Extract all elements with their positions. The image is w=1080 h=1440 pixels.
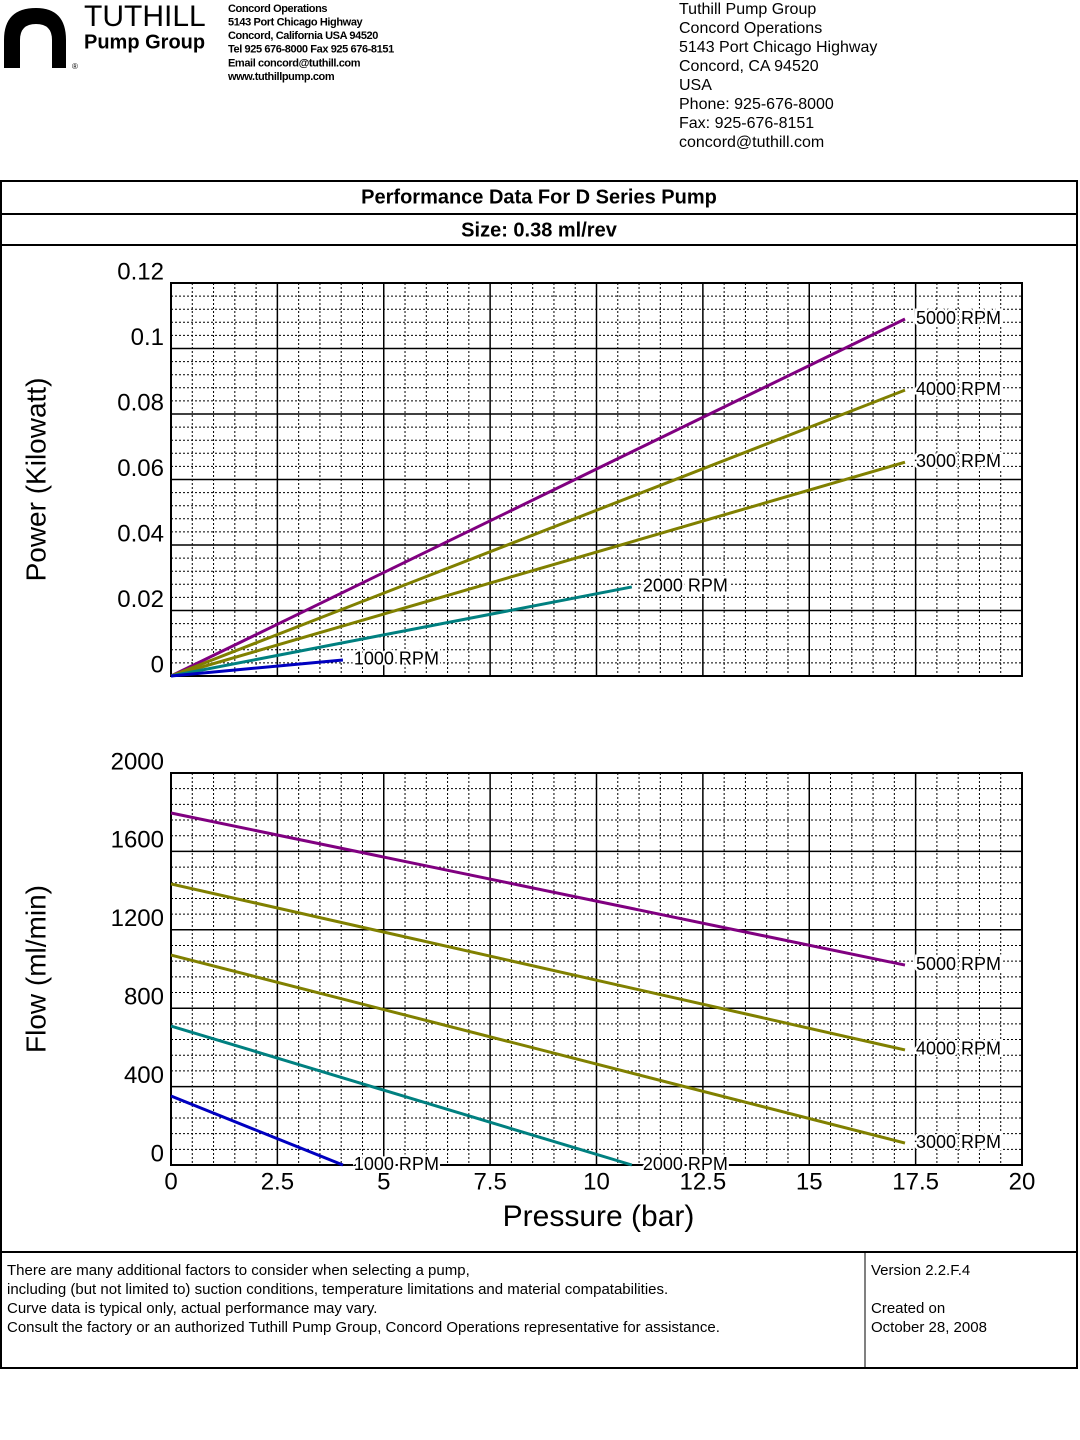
- y-tick-label: 0: [151, 1140, 164, 1167]
- series-line: [170, 1024, 633, 1167]
- address-small: Concord Operations: [228, 3, 327, 15]
- x-tick-label: 12.5: [680, 1168, 727, 1195]
- y-axis-label: Power (Kilowatt): [20, 378, 51, 582]
- series-line: [170, 585, 633, 678]
- version: Version 2.2.F.4: [871, 1262, 970, 1279]
- x-tick-label: 17.5: [892, 1168, 939, 1195]
- address-line: Fax: 925-676-8151: [679, 115, 814, 132]
- x-tick-label: 2.5: [261, 1168, 294, 1195]
- footer-note: Consult the factory or an authorized Tut…: [7, 1319, 720, 1336]
- series-line: [170, 811, 906, 967]
- series-line: [170, 658, 344, 678]
- created-label: Created on: [871, 1300, 945, 1317]
- frame: [0, 180, 1078, 1369]
- footer-note: including (but not limited to) suction c…: [7, 1281, 668, 1298]
- x-tick-label: 0: [164, 1168, 177, 1195]
- address-small: Email concord@tuthill.com: [228, 57, 361, 69]
- y-tick-label: 0.12: [117, 258, 164, 285]
- subtitle: Size: 0.38 ml/rev: [461, 219, 618, 241]
- series-label: 5000 RPM: [916, 308, 1001, 328]
- x-tick-label: 15: [796, 1168, 823, 1195]
- y-axis-label: Flow (ml/min): [20, 885, 51, 1053]
- y-tick-label: 0.02: [117, 586, 164, 613]
- y-tick-label: 0.04: [117, 520, 164, 547]
- logo-mark: ®: [72, 62, 78, 71]
- x-tick-label: 7.5: [473, 1168, 506, 1195]
- plot-frame: [170, 772, 1023, 1166]
- y-tick-label: 400: [124, 1062, 164, 1089]
- title: Performance Data For D Series Pump: [361, 186, 717, 208]
- y-tick-label: 0.06: [117, 455, 164, 482]
- y-tick-label: 0: [151, 651, 164, 678]
- series-label: 1000 RPM: [354, 649, 439, 669]
- series-line: [170, 1094, 344, 1167]
- address-small: 5143 Port Chicago Highway: [228, 17, 364, 29]
- address-small: www.tuthillpump.com: [227, 71, 335, 83]
- series-label: 2000 RPM: [643, 1154, 728, 1174]
- x-tick-label: 20: [1009, 1168, 1036, 1195]
- y-tick-label: 2000: [111, 748, 164, 775]
- y-tick-label: 1200: [111, 905, 164, 932]
- address-line: Tuthill Pump Group: [679, 1, 816, 18]
- address-line: concord@tuthill.com: [679, 134, 824, 151]
- plot-frame: [170, 282, 1023, 677]
- series-line: [170, 953, 906, 1145]
- series-label: 1000 RPM: [354, 1154, 439, 1174]
- series-line: [170, 388, 906, 678]
- address-small: Tel 925 676-8000 Fax 925 676-8151: [228, 44, 394, 56]
- y-tick-label: 800: [124, 984, 164, 1011]
- logo-name: TUTHILL: [84, 0, 206, 33]
- y-tick-label: 1600: [111, 827, 164, 854]
- created-date: October 28, 2008: [871, 1319, 987, 1336]
- logo-subtitle: Pump Group: [84, 31, 205, 53]
- series-line: [170, 460, 906, 678]
- series-line: [170, 882, 906, 1052]
- address-line: 5143 Port Chicago Highway: [679, 39, 877, 56]
- series-label: 2000 RPM: [643, 576, 728, 596]
- address-line: Concord Operations: [679, 20, 822, 37]
- series-label: 4000 RPM: [916, 379, 1001, 399]
- x-axis-label: Pressure (bar): [503, 1200, 695, 1233]
- address-line: Concord, CA 94520: [679, 58, 819, 75]
- address-line: USA: [679, 77, 712, 94]
- series-line: [170, 317, 906, 678]
- y-tick-label: 0.08: [117, 389, 164, 416]
- series-label: 3000 RPM: [916, 1132, 1001, 1152]
- address-line: Phone: 925-676-8000: [679, 96, 834, 113]
- footer-note: Curve data is typical only, actual perfo…: [7, 1300, 377, 1317]
- footer-note: There are many additional factors to con…: [7, 1262, 470, 1279]
- y-tick-label: 0.1: [131, 324, 164, 351]
- series-label: 5000 RPM: [916, 954, 1001, 974]
- series-label: 4000 RPM: [916, 1039, 1001, 1059]
- x-tick-label: 5: [377, 1168, 390, 1195]
- series-label: 3000 RPM: [916, 451, 1001, 471]
- address-small: Concord, California USA 94520: [228, 30, 378, 42]
- x-tick-label: 10: [583, 1168, 610, 1195]
- logo-icon: [4, 8, 66, 68]
